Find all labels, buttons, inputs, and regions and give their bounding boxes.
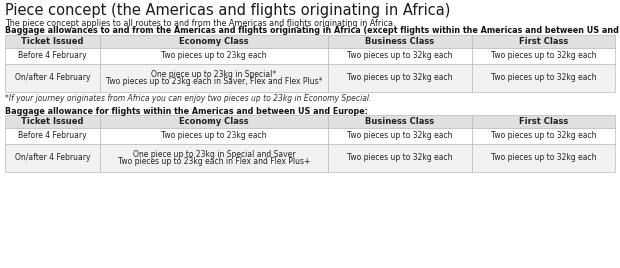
Text: Piece concept (the Americas and flights originating in Africa): Piece concept (the Americas and flights …: [5, 3, 450, 18]
Bar: [5, 35, 100, 48]
Text: One piece up to 23kg in Special*: One piece up to 23kg in Special*: [151, 70, 277, 79]
Bar: [100, 35, 329, 48]
Text: First Class: First Class: [519, 117, 568, 126]
Bar: [472, 35, 615, 48]
Text: Two pieces up to 32kg each: Two pieces up to 32kg each: [490, 132, 596, 140]
Text: Two pieces up to 32kg each: Two pieces up to 32kg each: [347, 51, 453, 61]
Bar: [472, 144, 615, 172]
Bar: [100, 144, 329, 172]
Text: Baggage allowance for flights within the Americas and between US and Europe:: Baggage allowance for flights within the…: [5, 107, 368, 116]
Bar: [5, 48, 100, 64]
Bar: [329, 64, 472, 92]
Text: Two pieces up to 32kg each: Two pieces up to 32kg each: [347, 132, 453, 140]
Bar: [5, 128, 100, 144]
Text: Two pieces up to 32kg each: Two pieces up to 32kg each: [490, 51, 596, 61]
Text: Two pieces up to 32kg each: Two pieces up to 32kg each: [490, 73, 596, 83]
Text: First Class: First Class: [519, 37, 568, 46]
Bar: [100, 64, 329, 92]
Text: Two pieces up to 23kg each in Flex and Flex Plus+: Two pieces up to 23kg each in Flex and F…: [118, 157, 310, 166]
Text: Two pieces up to 23kg each: Two pieces up to 23kg each: [161, 51, 267, 61]
Text: *If your journey originates from Africa you can enjoy two pieces up to 23kg in E: *If your journey originates from Africa …: [5, 94, 371, 103]
Bar: [329, 128, 472, 144]
Bar: [329, 144, 472, 172]
Text: Ticket Issued: Ticket Issued: [21, 37, 84, 46]
Text: Business Class: Business Class: [365, 117, 435, 126]
Text: Business Class: Business Class: [365, 37, 435, 46]
Bar: [5, 64, 100, 92]
Bar: [100, 115, 329, 128]
Text: One piece up to 23kg in Special and Saver: One piece up to 23kg in Special and Save…: [133, 150, 295, 159]
Text: Before 4 February: Before 4 February: [18, 51, 87, 61]
Bar: [5, 144, 100, 172]
Text: Before 4 February: Before 4 February: [18, 132, 87, 140]
Text: Economy Class: Economy Class: [179, 117, 249, 126]
Text: Two pieces up to 23kg each: Two pieces up to 23kg each: [161, 132, 267, 140]
Text: Two pieces up to 23kg each in Saver, Flex and Flex Plus*: Two pieces up to 23kg each in Saver, Fle…: [105, 77, 322, 86]
Bar: [329, 48, 472, 64]
Text: On/after 4 February: On/after 4 February: [14, 154, 90, 162]
Text: Baggage allowances to and from the Americas and flights originating in Africa (e: Baggage allowances to and from the Ameri…: [5, 26, 620, 35]
Text: Economy Class: Economy Class: [179, 37, 249, 46]
Text: Two pieces up to 32kg each: Two pieces up to 32kg each: [347, 73, 453, 83]
Text: Ticket Issued: Ticket Issued: [21, 117, 84, 126]
Bar: [329, 35, 472, 48]
Text: Two pieces up to 32kg each: Two pieces up to 32kg each: [347, 154, 453, 162]
Bar: [100, 48, 329, 64]
Text: The piece concept applies to all routes to and from the Americas and flights ori: The piece concept applies to all routes …: [5, 19, 396, 28]
Bar: [472, 128, 615, 144]
Bar: [329, 115, 472, 128]
Bar: [5, 115, 100, 128]
Bar: [472, 64, 615, 92]
Bar: [472, 48, 615, 64]
Text: On/after 4 February: On/after 4 February: [14, 73, 90, 83]
Bar: [472, 115, 615, 128]
Text: Two pieces up to 32kg each: Two pieces up to 32kg each: [490, 154, 596, 162]
Bar: [100, 128, 329, 144]
